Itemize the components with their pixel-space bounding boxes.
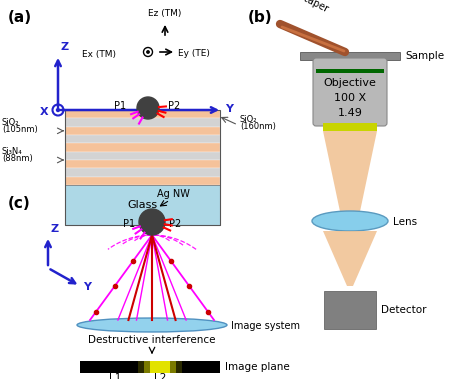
Text: Z: Z: [61, 42, 69, 52]
Text: Glass: Glass: [128, 200, 157, 210]
Bar: [80, 361, 220, 373]
Bar: [65, 127, 220, 135]
Bar: [65, 177, 220, 185]
Text: Image system: Image system: [231, 321, 300, 331]
Circle shape: [56, 108, 60, 111]
Text: Si₃N₄: Si₃N₄: [2, 147, 23, 156]
Bar: [150, 361, 170, 373]
Text: SiO₂: SiO₂: [2, 118, 19, 127]
Text: (b): (b): [248, 10, 273, 25]
Text: (105nm): (105nm): [2, 125, 38, 134]
Text: L2: L2: [154, 373, 166, 379]
Text: Ag NW: Ag NW: [157, 189, 190, 199]
Bar: [65, 110, 220, 225]
FancyBboxPatch shape: [313, 58, 387, 126]
Bar: [65, 152, 220, 160]
Bar: [65, 135, 220, 143]
Bar: [144, 361, 176, 373]
Text: Y: Y: [225, 104, 233, 114]
Text: Ez (TM): Ez (TM): [148, 9, 182, 18]
Text: X: X: [39, 107, 48, 117]
Text: Sample: Sample: [405, 51, 444, 61]
Text: Objective
100 X
1.49: Objective 100 X 1.49: [324, 78, 376, 118]
Text: Detector: Detector: [381, 305, 427, 315]
Polygon shape: [323, 131, 377, 221]
Circle shape: [147, 51, 149, 53]
Bar: [323, 123, 377, 131]
Ellipse shape: [312, 211, 388, 231]
Text: Destructive interference: Destructive interference: [88, 335, 216, 345]
Bar: [324, 291, 376, 329]
Text: Ex (TM): Ex (TM): [82, 50, 116, 58]
Text: P1: P1: [114, 101, 126, 111]
Bar: [65, 168, 220, 177]
Bar: [316, 69, 384, 73]
Text: P1: P1: [123, 219, 135, 229]
Text: Lens: Lens: [393, 217, 417, 227]
Text: P2: P2: [169, 219, 181, 229]
Text: (160nm): (160nm): [240, 122, 276, 131]
Text: Y: Y: [83, 282, 91, 292]
Bar: [65, 160, 220, 168]
Bar: [65, 143, 220, 152]
Bar: [65, 110, 220, 118]
Text: P2: P2: [168, 101, 180, 111]
Text: Image plane: Image plane: [225, 362, 290, 372]
Circle shape: [137, 97, 159, 119]
Circle shape: [139, 209, 165, 235]
Text: Z: Z: [51, 224, 59, 234]
Text: (c): (c): [8, 196, 31, 211]
Text: Ey (TE): Ey (TE): [178, 50, 210, 58]
Polygon shape: [323, 231, 377, 286]
Text: Fiber taper: Fiber taper: [278, 0, 330, 14]
Text: SiO₂: SiO₂: [240, 116, 257, 124]
Bar: [65, 185, 220, 225]
Text: L1: L1: [109, 373, 121, 379]
Bar: [300, 52, 400, 60]
Bar: [65, 118, 220, 127]
Bar: [138, 361, 182, 373]
Text: (88nm): (88nm): [2, 154, 33, 163]
Text: (a): (a): [8, 10, 32, 25]
Ellipse shape: [77, 318, 227, 332]
